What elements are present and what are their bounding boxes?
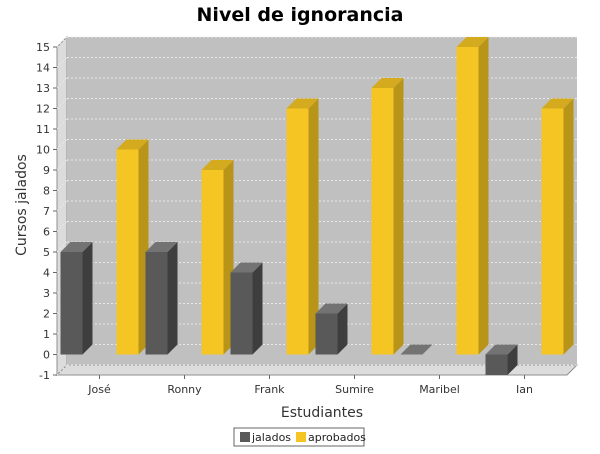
y-tick-label: 3 <box>43 287 50 300</box>
bar-top <box>456 37 489 47</box>
bar-jalados-5 <box>485 344 518 375</box>
y-tick-label: 15 <box>36 41 50 54</box>
legend-label-jalados: jalados <box>251 431 291 444</box>
bar-top <box>201 160 234 170</box>
y-tick-label: 11 <box>36 123 50 136</box>
bar-front <box>230 272 253 355</box>
x-tick-label: Sumire <box>335 383 374 396</box>
bar-front <box>541 108 564 355</box>
bar-top <box>485 344 518 355</box>
y-tick-label: 8 <box>43 185 50 198</box>
y-axis-label: Cursos jalados <box>14 154 30 256</box>
y-tick-label: 9 <box>43 164 50 177</box>
bar-front <box>371 88 394 355</box>
y-tick-label: -1 <box>39 369 50 382</box>
bar-top <box>145 242 178 252</box>
y-tick-label: 0 <box>43 349 50 362</box>
bar-front <box>116 149 139 355</box>
bar-top <box>116 139 149 150</box>
y-tick-label: 2 <box>43 308 50 321</box>
x-tick-label: José <box>87 383 111 396</box>
bar-aprobados-1 <box>201 160 234 355</box>
bar-aprobados-3 <box>371 78 404 355</box>
bar-front <box>201 170 224 355</box>
bar-top <box>286 98 319 109</box>
bar-aprobados-5 <box>541 98 574 355</box>
legend-label-aprobados: aprobados <box>308 431 366 444</box>
x-tick-label: Ronny <box>167 383 202 396</box>
x-tick-label: Frank <box>254 383 285 396</box>
bar-top <box>541 98 574 109</box>
bar-top <box>371 78 404 88</box>
bar-side <box>393 78 404 355</box>
y-tick-label: 7 <box>43 205 50 218</box>
bar-top <box>230 262 263 273</box>
y-tick-label: 6 <box>43 226 50 239</box>
bar-jalados-0 <box>60 242 93 355</box>
bar-front <box>456 47 479 355</box>
bar-front <box>60 252 83 355</box>
bar-side <box>507 344 518 375</box>
bar-jalados-1 <box>145 242 178 355</box>
bar-side <box>308 98 319 355</box>
bar-jalados-2 <box>230 262 263 355</box>
y-tick-label: 13 <box>36 82 50 95</box>
bar-top <box>315 303 348 314</box>
y-tick-label: 12 <box>36 103 50 116</box>
x-tick-label: Ian <box>516 383 533 396</box>
bar-front <box>485 354 508 375</box>
bar-side <box>337 303 348 355</box>
legend: jalados aprobados <box>233 427 366 447</box>
legend-swatch-jalados <box>240 432 250 442</box>
bar-jalados-4 <box>400 344 433 355</box>
legend-swatch-aprobados <box>296 432 306 442</box>
x-axis-label: Estudiantes <box>281 405 363 421</box>
y-tick-label: 1 <box>43 328 50 341</box>
y-tick-label: 4 <box>43 267 50 280</box>
bar-aprobados-4 <box>456 37 489 355</box>
bar-side <box>563 98 574 355</box>
bar-front <box>315 313 338 355</box>
chart-title: Nivel de ignorancia <box>197 4 404 26</box>
bar-side <box>252 262 263 355</box>
bar-side <box>82 242 93 355</box>
x-tick-label: Maribel <box>419 383 460 396</box>
bar-aprobados-2 <box>286 98 319 355</box>
bar-front <box>145 252 168 355</box>
bar-jalados-3 <box>315 303 348 355</box>
bar-side <box>478 37 489 355</box>
bar-side <box>167 242 178 355</box>
bar-front <box>286 108 309 355</box>
y-tick-label: 5 <box>43 246 50 259</box>
y-tick-label: 14 <box>36 62 50 75</box>
y-tick-label: 10 <box>36 144 50 157</box>
bar-aprobados-0 <box>116 139 149 355</box>
bar-top <box>400 344 433 355</box>
bar-top <box>60 242 93 252</box>
